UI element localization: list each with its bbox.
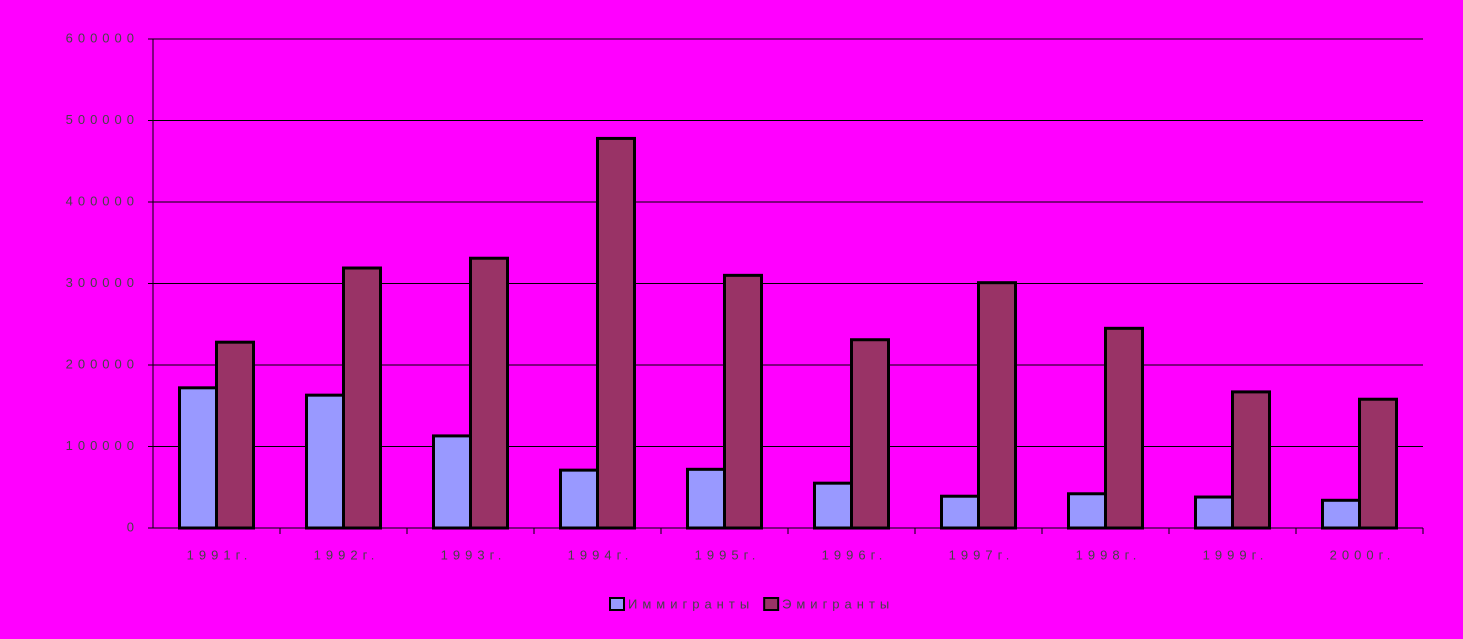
y-tick-label: 0 xyxy=(127,519,139,534)
x-tick-label: 1998г. xyxy=(1076,547,1142,562)
y-tick-label: 100000 xyxy=(66,438,139,453)
legend-swatch xyxy=(609,597,625,611)
legend-label: Иммигранты xyxy=(628,596,754,611)
x-tick-label: 2000г. xyxy=(1330,547,1396,562)
bar xyxy=(559,468,599,530)
bar xyxy=(1358,397,1398,530)
y-tick-label: 500000 xyxy=(66,112,139,127)
bar xyxy=(850,338,890,530)
bar xyxy=(940,494,980,530)
bar xyxy=(1231,390,1271,530)
bar xyxy=(813,481,853,530)
x-tick-label: 1991г. xyxy=(187,547,253,562)
y-tick-label: 600000 xyxy=(66,30,139,45)
y-tick-label: 200000 xyxy=(66,356,139,371)
bar xyxy=(178,386,218,530)
legend-swatch xyxy=(763,597,780,611)
bar xyxy=(596,136,636,530)
x-tick-label: 1994г. xyxy=(568,547,634,562)
bar xyxy=(1194,495,1234,530)
bar xyxy=(723,273,763,530)
x-tick-label: 1995г. xyxy=(695,547,761,562)
legend-label: Эмигранты xyxy=(782,596,894,611)
bar xyxy=(1104,326,1144,530)
x-tick-label: 1993г. xyxy=(441,547,507,562)
y-tick-label: 300000 xyxy=(66,275,139,290)
x-tick-label: 1992г. xyxy=(314,547,380,562)
bar xyxy=(215,340,255,530)
x-tick-label: 1996г. xyxy=(822,547,888,562)
bar xyxy=(977,281,1017,530)
bar xyxy=(1321,498,1361,530)
bar xyxy=(469,256,509,530)
bar xyxy=(432,434,472,530)
y-tick-label: 400000 xyxy=(66,193,139,208)
x-tick-label: 1997г. xyxy=(949,547,1015,562)
bar xyxy=(305,393,345,530)
bar xyxy=(342,266,382,530)
x-tick-label: 1999г. xyxy=(1203,547,1269,562)
bar xyxy=(686,467,726,530)
bar xyxy=(1067,492,1107,530)
